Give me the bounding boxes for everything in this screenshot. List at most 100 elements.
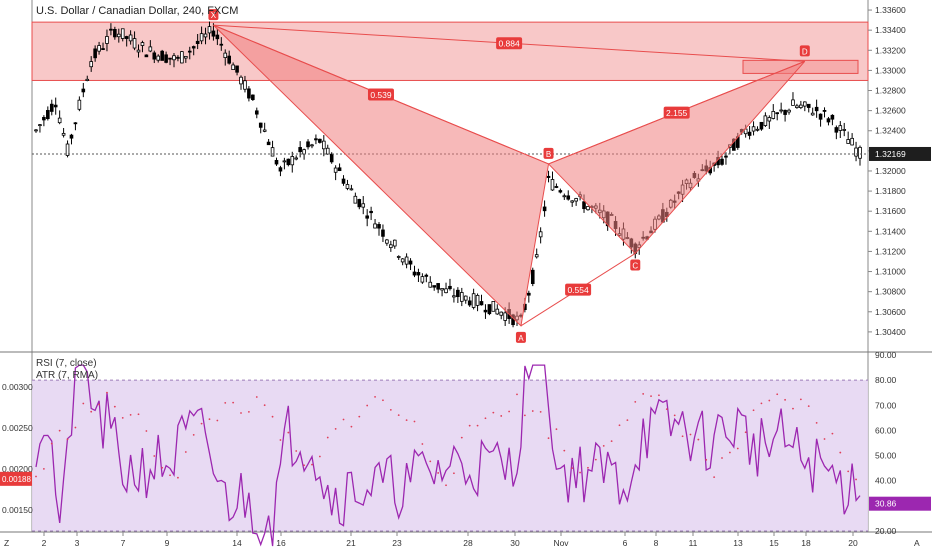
- candle-body: [298, 147, 302, 153]
- candle-body: [570, 200, 574, 203]
- candle-body: [854, 147, 858, 157]
- atr-dot: [129, 413, 132, 416]
- candle-body: [361, 203, 366, 208]
- candle-body: [176, 56, 180, 59]
- atr-dot: [460, 436, 463, 439]
- candle-body: [826, 118, 831, 123]
- candle-body: [810, 112, 815, 116]
- candle-body: [314, 138, 318, 141]
- time-tick-label: 2: [42, 538, 47, 548]
- atr-dot: [389, 408, 392, 411]
- atr-dot: [492, 411, 495, 414]
- candle-body: [38, 124, 42, 127]
- atr-dot: [610, 440, 613, 443]
- atr-dot: [744, 431, 747, 434]
- candle-body: [353, 195, 358, 204]
- candle-body: [389, 244, 393, 249]
- atr-tick-label: 0.00200: [2, 464, 33, 474]
- candle-body: [148, 46, 153, 52]
- candle-body: [85, 78, 90, 81]
- price-tick-label: 1.30400: [875, 327, 906, 337]
- candle-body: [479, 301, 484, 306]
- last-price-tag: [869, 146, 931, 161]
- rsi-tick-label: 40.00: [875, 476, 897, 486]
- atr-dot: [121, 417, 124, 419]
- rsi-current-tag: [869, 496, 931, 511]
- candle-body: [412, 271, 417, 276]
- atr-dot: [571, 467, 574, 470]
- candle-body: [783, 109, 787, 115]
- candle-body: [105, 36, 109, 44]
- candle-body: [160, 50, 164, 61]
- candle-body: [566, 195, 571, 200]
- candle-body: [404, 256, 409, 265]
- candle-body: [385, 239, 389, 244]
- price-tick-label: 1.32800: [875, 86, 906, 96]
- candle-body: [582, 201, 586, 210]
- candle-body: [286, 158, 291, 166]
- point-badge-a: [515, 331, 526, 343]
- point-badge-b: [543, 147, 554, 159]
- candle-body: [503, 312, 507, 321]
- candle-body: [42, 117, 46, 121]
- candle-body: [491, 300, 496, 312]
- candle-body: [120, 28, 125, 39]
- candle-body: [203, 33, 208, 38]
- price-tick-label: 1.33200: [875, 45, 906, 55]
- candle-body: [140, 42, 145, 46]
- last-price-label: 1.32169: [875, 149, 906, 159]
- candle-body: [254, 110, 259, 115]
- candle-body: [187, 50, 192, 53]
- candle-body: [34, 129, 38, 132]
- atr-dot: [137, 413, 140, 416]
- atr-dot: [98, 403, 100, 406]
- atr-dot: [106, 391, 108, 394]
- atr-dot: [736, 447, 739, 450]
- candle-body: [152, 52, 157, 60]
- atr-dots: [35, 391, 857, 487]
- candle-body: [538, 231, 543, 238]
- atr-tick-label: 0.00150: [2, 505, 33, 515]
- candle-body: [357, 199, 362, 208]
- atr-dot: [82, 402, 85, 405]
- atr-dot: [563, 449, 566, 452]
- candle-body: [251, 94, 255, 101]
- candle-body: [452, 295, 456, 298]
- atr-dot: [752, 409, 755, 412]
- atr-dot: [815, 421, 818, 424]
- candle-body: [546, 175, 551, 178]
- atr-label: ATR (7, RMA): [36, 370, 99, 381]
- point-label-b: B: [546, 150, 551, 159]
- atr-dot: [539, 410, 542, 413]
- atr-dot: [508, 410, 511, 413]
- atr-dot: [50, 442, 53, 445]
- candle-body: [53, 104, 58, 108]
- time-tick-label: Nov: [553, 538, 569, 548]
- atr-dot: [602, 444, 605, 447]
- rsi-label: RSI (7, close): [36, 358, 97, 369]
- atr-dot: [421, 443, 424, 445]
- candle-body: [89, 61, 93, 68]
- candle-body: [97, 45, 101, 52]
- candle-body: [747, 131, 752, 136]
- candle-body: [369, 210, 373, 214]
- atr-dot: [689, 433, 692, 436]
- atr-dot: [263, 404, 266, 407]
- price-tick-label: 1.31400: [875, 226, 906, 236]
- atr-dot: [153, 455, 156, 457]
- candle-body: [219, 43, 224, 46]
- atr-dot: [208, 418, 211, 421]
- ratio-badge: [496, 37, 523, 50]
- candle-body: [377, 224, 381, 229]
- atr-dot: [216, 419, 219, 422]
- candle-body: [420, 276, 425, 283]
- rsi-tick-label: 60.00: [875, 425, 897, 435]
- candle-body: [180, 51, 184, 64]
- candle-body: [341, 178, 346, 184]
- candle-body: [803, 101, 807, 107]
- time-tick-label: 7: [121, 538, 126, 548]
- price-tick-label: 1.31200: [875, 246, 906, 256]
- atr-dot: [484, 417, 487, 420]
- time-tick-label: 3: [75, 538, 80, 548]
- time-tick-label: 28: [463, 538, 473, 548]
